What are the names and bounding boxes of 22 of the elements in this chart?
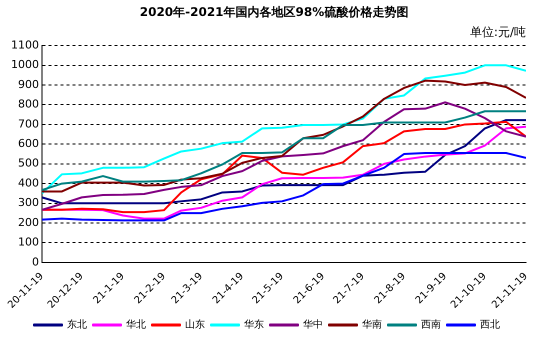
legend-label: 华南: [362, 318, 382, 331]
y-tick-label: 200: [18, 216, 39, 229]
y-tick-label: 100: [18, 236, 39, 249]
legend-label: 东北: [67, 318, 87, 331]
y-tick-label: 500: [18, 156, 39, 170]
y-tick-label: 800: [18, 98, 39, 111]
legend-label: 西南: [421, 318, 441, 331]
text: 单位:元/吨: [470, 24, 526, 41]
y-tick-label: 400: [18, 176, 39, 190]
y-tick-label: 900: [18, 78, 39, 91]
y-tick-label: 1100: [10, 38, 39, 52]
y-tick-label: 0: [32, 255, 39, 268]
legend-label: 华中: [303, 318, 323, 331]
y-tick-label: 1000: [10, 58, 39, 72]
legend-label: 山东: [185, 318, 205, 331]
legend-label: 华东: [244, 318, 264, 331]
y-tick-label: 700: [18, 117, 39, 130]
y-tick-label: 300: [18, 196, 39, 210]
legend-label: 西北: [480, 318, 500, 331]
chart-title: 2020年-2021年国内各地区98%硫酸价格走势图: [138, 4, 410, 21]
legend-label: 华北: [126, 318, 146, 331]
y-tick-label: 600: [18, 137, 39, 150]
